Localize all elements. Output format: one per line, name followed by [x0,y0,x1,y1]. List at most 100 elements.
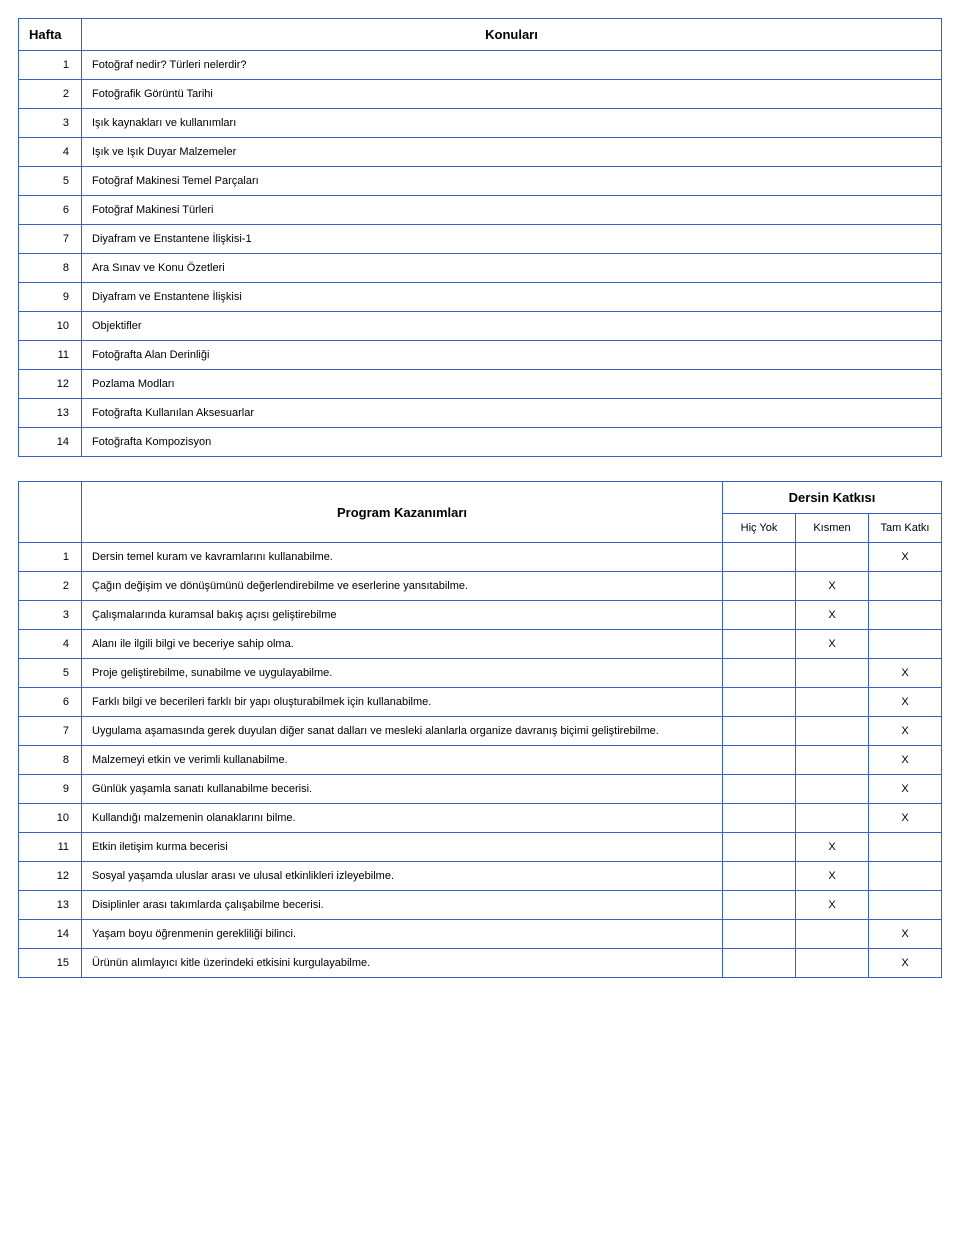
outcomes-row-num: 9 [19,775,82,804]
outcomes-title: Program Kazanımları [82,482,723,543]
topics-row: 14Fotoğrafta Kompozisyon [19,428,942,457]
topics-row-num: 3 [19,109,82,138]
col-partial: Kısmen [796,514,869,543]
outcomes-row: 6Farklı bilgi ve becerileri farklı bir y… [19,688,942,717]
outcomes-cell-partial [796,659,869,688]
topics-row-num: 4 [19,138,82,167]
outcomes-row: 4Alanı ile ilgili bilgi ve beceriye sahi… [19,630,942,659]
topics-table: Hafta Konuları 1Fotoğraf nedir? Türleri … [18,18,942,457]
outcomes-cell-partial [796,688,869,717]
outcomes-row: 14Yaşam boyu öğrenmenin gerekliliği bili… [19,920,942,949]
topics-row-text: Fotoğrafta Kullanılan Aksesuarlar [82,399,942,428]
outcomes-header-row-1: Program Kazanımları Dersin Katkısı [19,482,942,514]
outcomes-row-num: 2 [19,572,82,601]
outcomes-row-text: Ürünün alımlayıcı kitle üzerindeki etkis… [82,949,723,978]
outcomes-num-header [19,482,82,543]
topics-row-text: Fotoğraf Makinesi Türleri [82,196,942,225]
outcomes-cell-partial: X [796,572,869,601]
outcomes-cell-partial [796,775,869,804]
outcomes-cell-none [723,630,796,659]
outcomes-row-num: 7 [19,717,82,746]
outcomes-row-num: 11 [19,833,82,862]
outcomes-cell-full [869,862,942,891]
outcomes-row-text: Yaşam boyu öğrenmenin gerekliliği bilinc… [82,920,723,949]
outcomes-cell-partial: X [796,862,869,891]
topics-row-text: Fotoğraf nedir? Türleri nelerdir? [82,51,942,80]
outcomes-cell-none [723,659,796,688]
header-topic: Konuları [82,19,942,51]
topics-row: 9Diyafram ve Enstantene İlişkisi [19,283,942,312]
topics-row: 3Işık kaynakları ve kullanımları [19,109,942,138]
outcomes-row: 9Günlük yaşamla sanatı kullanabilme bece… [19,775,942,804]
topics-row: 5Fotoğraf Makinesi Temel Parçaları [19,167,942,196]
topics-row: 7Diyafram ve Enstantene İlişkisi-1 [19,225,942,254]
topics-row-text: Işık ve Işık Duyar Malzemeler [82,138,942,167]
outcomes-row-num: 3 [19,601,82,630]
outcomes-cell-none [723,833,796,862]
outcomes-row-text: Çalışmalarında kuramsal bakış açısı geli… [82,601,723,630]
col-none: Hiç Yok [723,514,796,543]
topics-row: 12Pozlama Modları [19,370,942,399]
topics-row-num: 11 [19,341,82,370]
outcomes-cell-full: X [869,920,942,949]
outcomes-cell-none [723,920,796,949]
outcomes-cell-full: X [869,688,942,717]
col-full: Tam Katkı [869,514,942,543]
topics-row-num: 2 [19,80,82,109]
topics-row-text: Diyafram ve Enstantene İlişkisi-1 [82,225,942,254]
outcomes-row-num: 15 [19,949,82,978]
outcomes-row-text: Etkin iletişim kurma becerisi [82,833,723,862]
outcomes-cell-none [723,891,796,920]
outcomes-row-num: 10 [19,804,82,833]
topics-row: 10Objektifler [19,312,942,341]
outcomes-row-text: Uygulama aşamasında gerek duyulan diğer … [82,717,723,746]
outcomes-cell-partial [796,920,869,949]
outcomes-cell-partial [796,543,869,572]
outcomes-table: Program Kazanımları Dersin Katkısı Hiç Y… [18,481,942,978]
outcomes-row: 12Sosyal yaşamda uluslar arası ve ulusal… [19,862,942,891]
outcomes-row-text: Proje geliştirebilme, sunabilme ve uygul… [82,659,723,688]
topics-row-text: Objektifler [82,312,942,341]
topics-row-num: 1 [19,51,82,80]
topics-row: 6Fotoğraf Makinesi Türleri [19,196,942,225]
outcomes-cell-none [723,804,796,833]
topics-row-text: Fotoğrafik Görüntü Tarihi [82,80,942,109]
topics-row-num: 13 [19,399,82,428]
outcomes-cell-partial [796,746,869,775]
outcomes-cell-full: X [869,659,942,688]
topics-row-text: Fotoğrafta Kompozisyon [82,428,942,457]
outcomes-cell-partial [796,804,869,833]
outcomes-cell-full: X [869,775,942,804]
outcomes-row-num: 1 [19,543,82,572]
outcomes-contrib-header: Dersin Katkısı [723,482,942,514]
outcomes-cell-partial: X [796,630,869,659]
outcomes-cell-partial: X [796,833,869,862]
outcomes-row: 8Malzemeyi etkin ve verimli kullanabilme… [19,746,942,775]
topics-row-text: Pozlama Modları [82,370,942,399]
outcomes-cell-none [723,949,796,978]
outcomes-cell-full: X [869,543,942,572]
topics-row-text: Fotoğraf Makinesi Temel Parçaları [82,167,942,196]
outcomes-row-num: 12 [19,862,82,891]
outcomes-row: 7Uygulama aşamasında gerek duyulan diğer… [19,717,942,746]
outcomes-cell-none [723,601,796,630]
outcomes-row-num: 14 [19,920,82,949]
outcomes-cell-none [723,572,796,601]
outcomes-cell-none [723,543,796,572]
outcomes-row-text: Günlük yaşamla sanatı kullanabilme becer… [82,775,723,804]
topics-row: 1Fotoğraf nedir? Türleri nelerdir? [19,51,942,80]
topics-row: 2Fotoğrafik Görüntü Tarihi [19,80,942,109]
outcomes-row: 1Dersin temel kuram ve kavramlarını kull… [19,543,942,572]
outcomes-row-num: 8 [19,746,82,775]
topics-row: 11Fotoğrafta Alan Derinliği [19,341,942,370]
outcomes-cell-full: X [869,949,942,978]
outcomes-cell-none [723,746,796,775]
outcomes-cell-full: X [869,804,942,833]
outcomes-row-text: Alanı ile ilgili bilgi ve beceriye sahip… [82,630,723,659]
outcomes-cell-none [723,775,796,804]
topics-row-num: 8 [19,254,82,283]
outcomes-cell-partial: X [796,891,869,920]
outcomes-row: 2Çağın değişim ve dönüşümünü değerlendir… [19,572,942,601]
topics-row-text: Fotoğrafta Alan Derinliği [82,341,942,370]
topics-row-num: 6 [19,196,82,225]
